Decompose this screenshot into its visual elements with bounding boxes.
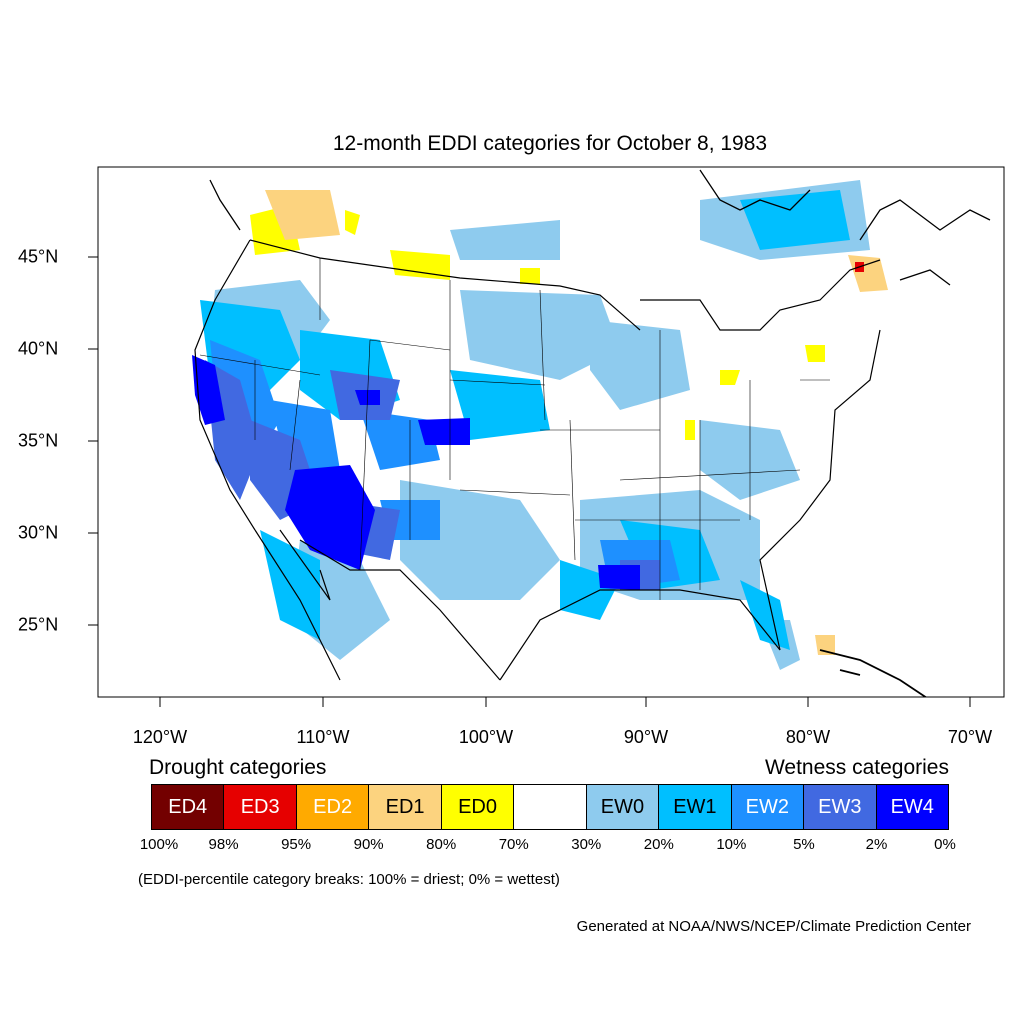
caribbean-islands: [819, 649, 928, 697]
lon-label: 100°W: [458, 727, 514, 747]
ed1-regions: [265, 190, 888, 655]
lat-label: 30°N: [18, 522, 59, 543]
percentile-label: 70%: [498, 836, 529, 853]
legend-swatch-ew0: EW0: [586, 785, 660, 829]
lon-label: 120°W: [132, 727, 188, 747]
map-field: [192, 169, 991, 697]
boundaries: [194, 239, 881, 681]
percentile-label: 2%: [865, 836, 888, 853]
legend-swatch-ew3: EW3: [804, 785, 877, 829]
lat-label: 45°N: [18, 246, 59, 267]
baja: [254, 529, 341, 681]
percentile-label: 90%: [353, 836, 384, 853]
percentile-label: 100%: [139, 836, 179, 853]
lon-label: 70°W: [947, 727, 993, 747]
percentile-label: 20%: [643, 836, 674, 853]
map-title: 12-month EDDI categories for October 8, …: [332, 132, 768, 155]
great-lakes: [640, 259, 881, 331]
percentile-label: 95%: [281, 836, 312, 853]
lon-label: 90°W: [623, 727, 669, 747]
lat-label: 40°N: [18, 338, 59, 359]
legend-swatch-ed1: ED1: [369, 785, 442, 829]
legend-swatch-ew1: EW1: [659, 785, 732, 829]
legend-swatch-ed2: ED2: [296, 785, 370, 829]
legend-swatch-ed0: ED0: [441, 785, 515, 829]
east-coast: [759, 329, 881, 651]
lat-label: 25°N: [18, 614, 59, 635]
legend-swatch-normal: [514, 785, 587, 829]
category-legend: ED4 ED3 ED2 ED1 ED0 EW0 EW1 EW2 EW3 EW4: [151, 784, 949, 830]
lon-ticks: [159, 697, 971, 707]
percentile-label: 98%: [208, 836, 239, 853]
lat-label: 35°N: [18, 430, 59, 451]
credit-line: Generated at NOAA/NWS/NCEP/Climate Predi…: [576, 918, 971, 935]
canada-coast: [209, 169, 991, 286]
us-mexico-border: [299, 539, 501, 681]
lon-label: 110°W: [296, 727, 350, 747]
percentile-label: 5%: [793, 836, 815, 853]
wetness-heading: Wetness categories: [764, 756, 949, 779]
gulf-coast: [499, 589, 781, 681]
legend-note: (EDDI-percentile category breaks: 100% =…: [138, 871, 560, 888]
percentile-label: 0%: [934, 836, 956, 853]
map-frame: [97, 166, 1005, 698]
legend-swatch-ed4: ED4: [152, 785, 225, 829]
west-coast: [194, 239, 256, 531]
legend-swatch-ew4: EW4: [876, 785, 948, 829]
gulf-of-california: [279, 529, 331, 601]
drought-heading: Drought categories: [149, 756, 327, 779]
state-lines: [199, 258, 830, 600]
percentile-label: 30%: [571, 836, 602, 853]
percentile-label: 10%: [716, 836, 747, 853]
legend-swatch-ew2: EW2: [731, 785, 805, 829]
us-canada-border: [249, 239, 641, 331]
percentile-label: 80%: [426, 836, 457, 853]
legend-swatch-ed3: ED3: [224, 785, 297, 829]
ew4-regions: [192, 355, 640, 590]
lon-label: 80°W: [785, 727, 831, 747]
lat-ticks: [88, 256, 98, 626]
